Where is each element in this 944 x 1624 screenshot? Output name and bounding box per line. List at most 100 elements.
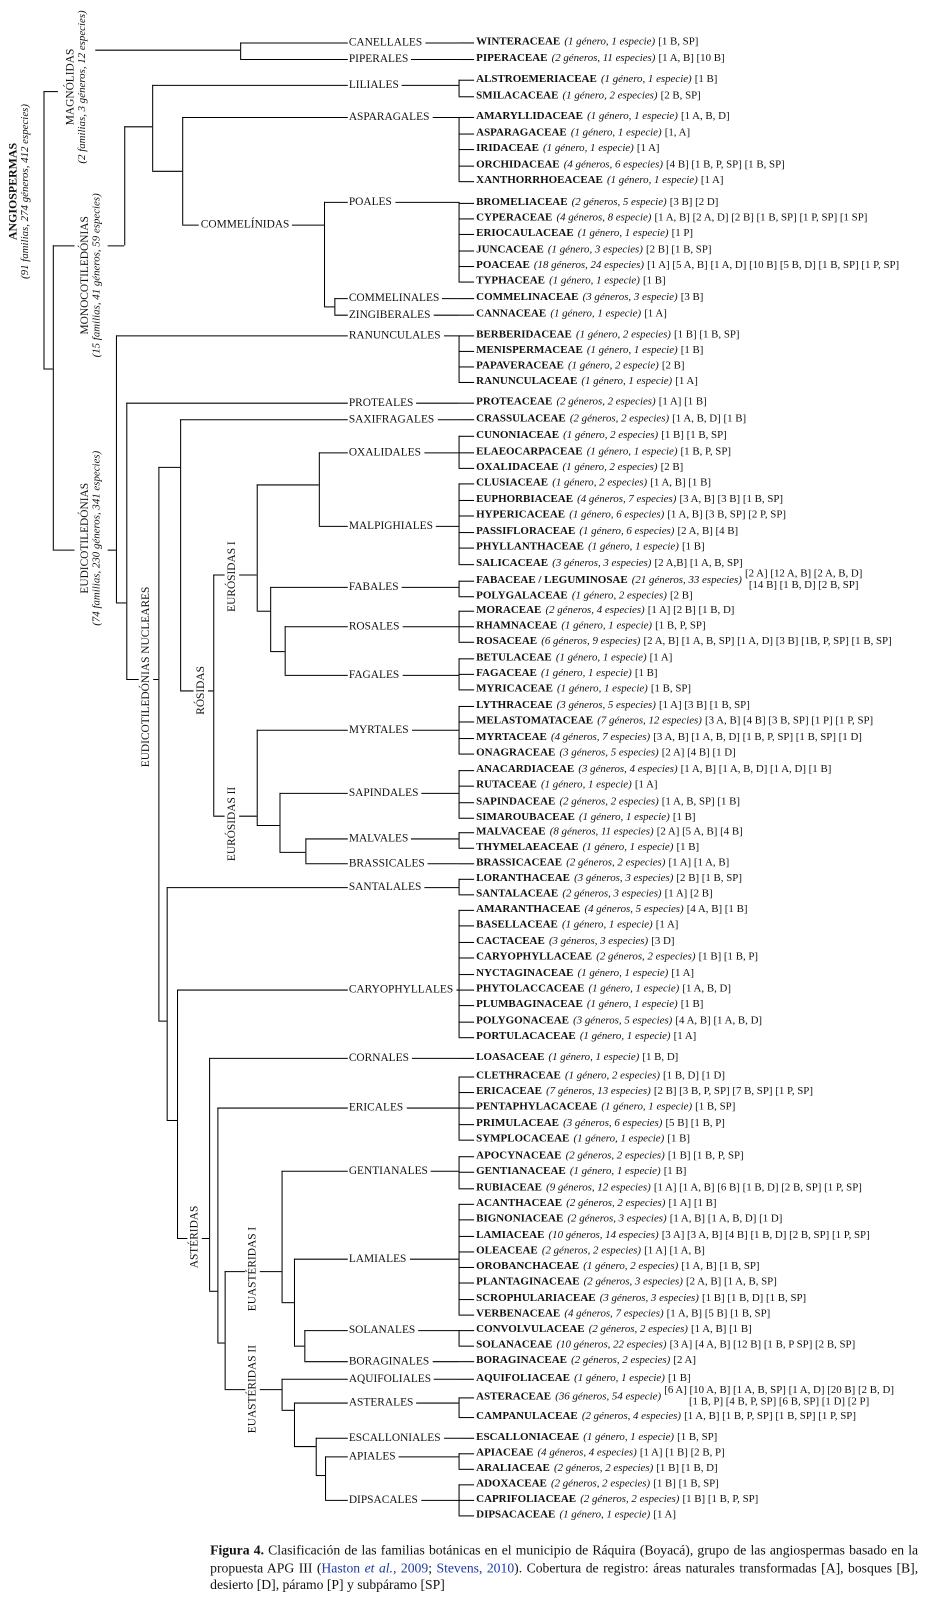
family-count: (21 géneros, 33 especies) <box>631 574 742 586</box>
family-name: PORTULACACEAE <box>476 1030 576 1043</box>
family-count: (1 género, 2 especies) <box>571 590 667 602</box>
order-label: AQUIFOLIALES <box>347 1371 435 1386</box>
family-records: [2 B] <box>660 461 684 474</box>
family-name: WINTERACEAE <box>476 36 561 48</box>
family-count: (1 género, 2 especie) <box>568 360 659 372</box>
family-name: ANACARDIACEAE <box>476 763 575 776</box>
family-records: [1 A, B] [1 A, B, D] [1 D] <box>669 1213 783 1225</box>
family-records: [2 B] [3 B, P, SP] [7 B, SP] [1 P, SP] <box>653 1085 813 1098</box>
family-row: EUPHORBIACEAE (4 géneros, 7 especies) [3 A… <box>476 492 784 508</box>
family-name: LORANTHACEAE <box>476 872 570 884</box>
family-records: [1 A] [5 A, B] [1 A, D] [10 B] [5 B, D] … <box>647 259 900 272</box>
family-name: APOCYNACEAE <box>476 1149 562 1162</box>
family-name: OROBANCHACEAE <box>476 1260 580 1273</box>
family-count: (9 géneros, 12 especies) <box>546 1182 651 1194</box>
family-records: [1 B] [1 B, P, SP] <box>682 1493 759 1506</box>
family-records: [3 A, B] [4 B] [3 B, SP] [1 P] [1 P, SP] <box>705 715 874 727</box>
family-records: [1 B, SP] <box>658 36 699 48</box>
family-records: [3 D] <box>651 935 675 948</box>
reference-link-haston[interactable]: Haston et al., 2009 <box>321 1559 428 1575</box>
family-row: RUTACEAE (1 género, 1 especie) [1 A] <box>476 778 658 793</box>
family-records: [1, A] <box>664 127 691 139</box>
family-name: PHYTOLACCACEAE <box>476 983 585 995</box>
family-name: XANTHORRHOEACEAE <box>476 174 603 187</box>
family-records: [1 A] [1 A, B] <box>644 1245 705 1257</box>
family-records: [1 A, B] [1 B] <box>691 1323 752 1336</box>
order-label: MALVALES <box>347 831 412 846</box>
caption-text: Clasificación de las familias botánicas … <box>210 1542 919 1575</box>
family-row: SCROPHULARIACEAE (3 géneros, 3 especies)[… <box>476 1291 807 1307</box>
family-records: [1 B, SP] <box>695 1101 736 1113</box>
family-count: (2 géneros, 2 especies) <box>571 1354 671 1367</box>
family-count: (2 géneros, 4 especies) <box>545 604 645 616</box>
family-records: [2 B] [1 B, SP] <box>676 872 742 884</box>
family-row: PROTEACEAE (2 géneros, 2 especies) [1 A] [… <box>476 395 707 410</box>
records-line: [2 A] [12 A, B] [2 A, B, D] <box>744 568 863 580</box>
family-row: BETULACEAE (1 género, 1 especie) [1 A] <box>476 651 673 666</box>
records-line: [1 B, P] [4 B, P, SP] [6 B, SP] [1 D] [2… <box>688 1396 870 1408</box>
family-records: [1 A] <box>673 1030 697 1043</box>
family-count: (2 géneros, 11 especies) <box>551 52 656 65</box>
family-count: (4 géneros, 8 especie) <box>556 212 652 224</box>
family-name: SMILACACEAE <box>476 90 559 102</box>
family-count: (7 géneros, 13 especies) <box>546 1085 651 1098</box>
family-row: MENISPERMACEAE (1 género, 1 especie) [1 B] <box>476 343 704 359</box>
family-name: POLYGONACEAE <box>476 1015 569 1027</box>
family-row: ORCHIDACEAE (4 géneros, 6 especies) [4 B] … <box>476 158 785 173</box>
family-row: PENTAPHYLACACEAE (1 género, 1 especie) [1 … <box>476 1100 736 1115</box>
family-records: [1 B] [1 B, D] <box>656 1462 718 1474</box>
order-label: FABALES <box>347 579 402 595</box>
family-records: [1 B] [1 B, SP] <box>653 1478 719 1490</box>
family-name: CACTACEAE <box>476 935 545 948</box>
family-name: GENTIANACEAE <box>476 1165 566 1177</box>
family-row: PLUMBAGINACEAE (1 género, 1 especie) [1 B] <box>476 997 704 1013</box>
family-name: RUTACEAE <box>476 779 537 791</box>
family-name: ADOXACEAE <box>476 1478 547 1490</box>
family-row: MALVACEAE (8 géneros, 11 especies) [2 A] [… <box>476 824 743 840</box>
family-row: PHYTOLACCACEAE (1 género, 1 especie) [1 A,… <box>476 982 731 997</box>
family-count: (3 géneros, 5 especies) <box>559 747 659 759</box>
family-name: SOLANACEAE <box>476 1339 553 1351</box>
family-row: MORACEAE (2 géneros, 4 especies) [1 A] [2 … <box>476 603 735 618</box>
family-row: SOLANACEAE (10 géneros, 22 especies) [3 A]… <box>476 1338 856 1353</box>
family-name: CANNACEAE <box>476 308 547 320</box>
family-name: COMMELINACEAE <box>476 291 579 304</box>
family-row: ASTERACEAE (36 géneros, 54 especie) [6 A] … <box>476 1385 894 1408</box>
family-records: [3 B] [2 D] <box>669 196 719 209</box>
family-count: (1 género, 1 especie) <box>577 967 669 980</box>
family-count: (1 género, 6 especies) <box>569 509 665 521</box>
order-label: ASTERALES <box>347 1395 417 1410</box>
family-records: [1 A, B] [2 A, D] [2 B] [1 B, SP] [1 P, … <box>654 212 868 224</box>
family-records: [1 P] <box>671 227 694 240</box>
family-name: SCROPHULARIACEAE <box>476 1292 596 1305</box>
family-row: GENTIANACEAE (1 género, 1 especie) [1 B] <box>476 1164 687 1179</box>
family-records: [1 A] [1 B] <box>658 396 707 408</box>
family-records: [1 B, P, SP] <box>655 620 706 632</box>
family-count: (1 género, 1 especie) <box>548 1051 640 1064</box>
family-records: [1 A, B, SP] [1 B] <box>661 795 741 808</box>
family-name: BRASSICACEAE <box>476 857 563 869</box>
family-name: PROTEACEAE <box>476 396 553 408</box>
family-count: (1 género, 1 especie) <box>557 683 648 695</box>
family-records: [1 B] <box>681 541 705 553</box>
reference-link-stevens[interactable]: Stevens, 2010 <box>436 1559 515 1575</box>
clade-euasteridas-i: EUASTÉRIDAS I <box>245 1224 260 1314</box>
family-records: [2 A] <box>673 1354 697 1367</box>
family-row: ROSACEAE (6 géneros, 9 especies) [2 A, B] … <box>476 634 892 650</box>
order-label: CORNALES <box>347 1050 413 1066</box>
family-name: SAPINDACEAE <box>476 795 556 808</box>
family-records: [1 B] [1 B, P] <box>698 951 759 963</box>
family-count: (1 género, 1 especie) <box>586 344 678 357</box>
family-name: NYCTAGINACEAE <box>476 967 574 980</box>
family-name: ERICACEAE <box>476 1085 542 1098</box>
order-label: MALPIGHIALES <box>347 518 437 534</box>
family-row: CONVOLVULACEAE (2 géneros, 2 especies) [1 … <box>476 1322 752 1338</box>
family-name: LAMIACEAE <box>476 1229 545 1242</box>
family-row: ONAGRACEAE (3 géneros, 5 especies) [2 A] [… <box>476 746 736 761</box>
family-records: [2 A,B] [1 A, B, SP] <box>654 557 743 570</box>
clade-eudicotiledonias-nucleares: EUDICOTILEDÓNIAS NUCLEARES <box>138 584 154 770</box>
clade-summary: (74 familias, 230 géneros, 341 especies) <box>91 450 103 626</box>
family-count: (10 géneros, 22 especies) <box>556 1339 667 1351</box>
ref-etal: et al. <box>364 1559 393 1575</box>
order-label: FAGALES <box>347 667 403 683</box>
